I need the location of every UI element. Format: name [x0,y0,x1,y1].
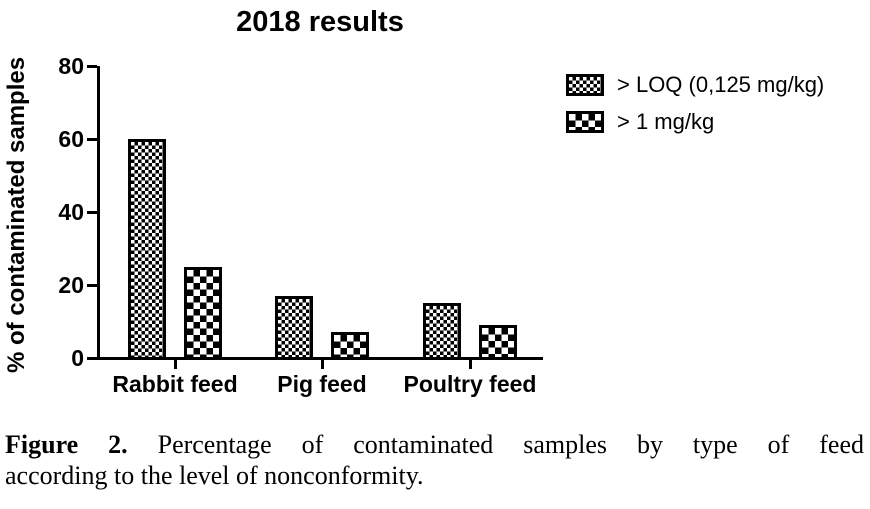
x-category-label: Poultry feed [403,371,537,397]
bar-rabbit-feed-loq [128,139,166,360]
y-tick [87,357,97,360]
bar-poultry-feed-loq [423,303,461,360]
y-tick-label: 40 [58,199,84,225]
x-category-label: Rabbit feed [112,371,238,397]
legend-label-1mgkg: > 1 mg/kg [617,109,715,134]
x-category-label: Pig feed [277,371,367,397]
legend: > LOQ (0,125 mg/kg) > 1 mg/kg [566,72,824,135]
x-axis-line [87,357,543,360]
y-tick [87,138,97,141]
coarse-checkerboard-swatch-icon [566,111,604,133]
fine-checkerboard-swatch-icon [566,74,604,96]
bar-pig-feed-loq [275,296,313,360]
caption-line-1-text: Percentage of contaminated samples by ty… [157,430,864,459]
y-tick [87,65,97,68]
y-tick [87,211,97,214]
figure-caption: Figure 2. Percentage of contaminated sam… [5,429,864,491]
chart-title: 2018 results [236,6,404,38]
figure-label: Figure 2. [5,430,128,459]
x-tick [469,357,472,369]
y-tick-label: 0 [71,345,84,371]
x-tick [174,357,177,369]
bar-poultry-feed-1mgkg [479,325,517,360]
caption-line-2: according to the level of nonconformity. [5,461,424,490]
legend-item-1mgkg: > 1 mg/kg [566,109,824,135]
x-tick [321,357,324,369]
caption-line-1: Figure 2. Percentage of contaminated sam… [5,429,864,460]
y-tick [87,284,97,287]
y-tick-label: 20 [58,272,84,298]
bar-rabbit-feed-1mgkg [184,267,222,360]
plot-area: 0 20 40 60 80 Rabbit feed Pig feed Poultry feed [58,53,543,397]
y-tick-label: 60 [58,126,84,152]
bar-pig-feed-1mgkg [331,332,369,360]
y-axis-line [97,66,100,360]
y-tick-label: 80 [58,53,84,79]
legend-item-loq: > LOQ (0,125 mg/kg) [566,72,824,98]
legend-label-loq: > LOQ (0,125 mg/kg) [617,72,825,97]
